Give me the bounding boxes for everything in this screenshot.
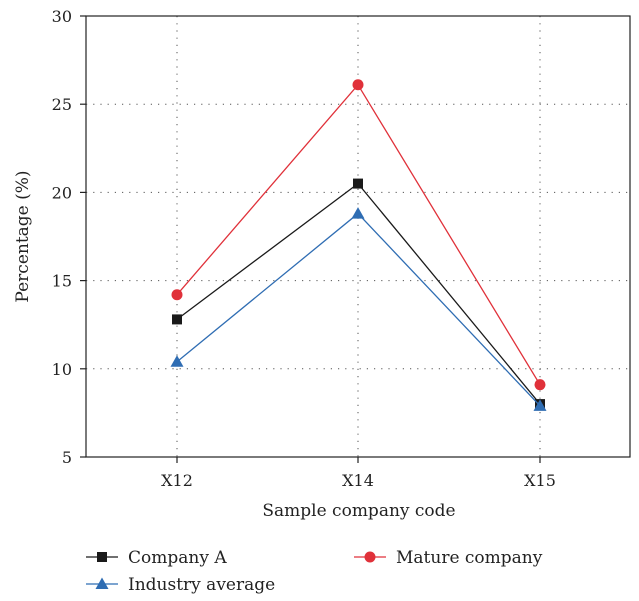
legend-marker [364, 551, 376, 563]
legend-marker [95, 577, 109, 589]
legend-item: Mature company [354, 548, 543, 568]
legend-label: Mature company [396, 548, 543, 568]
x-tick-label: X14 [342, 471, 374, 490]
data-point [171, 289, 183, 301]
x-axis-title: Sample company code [262, 501, 455, 521]
data-point [170, 355, 184, 367]
y-axis-title: Percentage (%) [13, 170, 33, 302]
series-mature-company [171, 79, 546, 391]
data-point [352, 79, 364, 91]
legend: Company A Mature company Industry average [86, 548, 543, 595]
y-tick-label: 10 [52, 360, 72, 379]
data-point [533, 399, 547, 411]
y-tick-label: 15 [52, 272, 72, 291]
legend-item: Industry average [86, 575, 275, 595]
legend-marker [97, 552, 107, 562]
legend-label: Company A [128, 548, 227, 568]
series-industry-average [170, 207, 547, 411]
legend-item: Company A [86, 548, 227, 568]
data-point [353, 178, 363, 189]
y-axis: 5 10 15 20 25 30 [52, 7, 86, 467]
x-tick-label: X15 [524, 471, 556, 490]
x-axis: X12 X14 X15 [161, 457, 556, 490]
data-point [534, 379, 546, 391]
data-point [351, 207, 365, 219]
y-tick-label: 20 [52, 183, 72, 202]
x-tick-label: X12 [161, 471, 193, 490]
data-point [172, 314, 182, 325]
y-tick-label: 5 [62, 448, 72, 467]
y-tick-label: 30 [52, 7, 72, 26]
series-layer [170, 79, 547, 411]
legend-label: Industry average [128, 575, 275, 595]
y-tick-label: 25 [52, 95, 72, 114]
